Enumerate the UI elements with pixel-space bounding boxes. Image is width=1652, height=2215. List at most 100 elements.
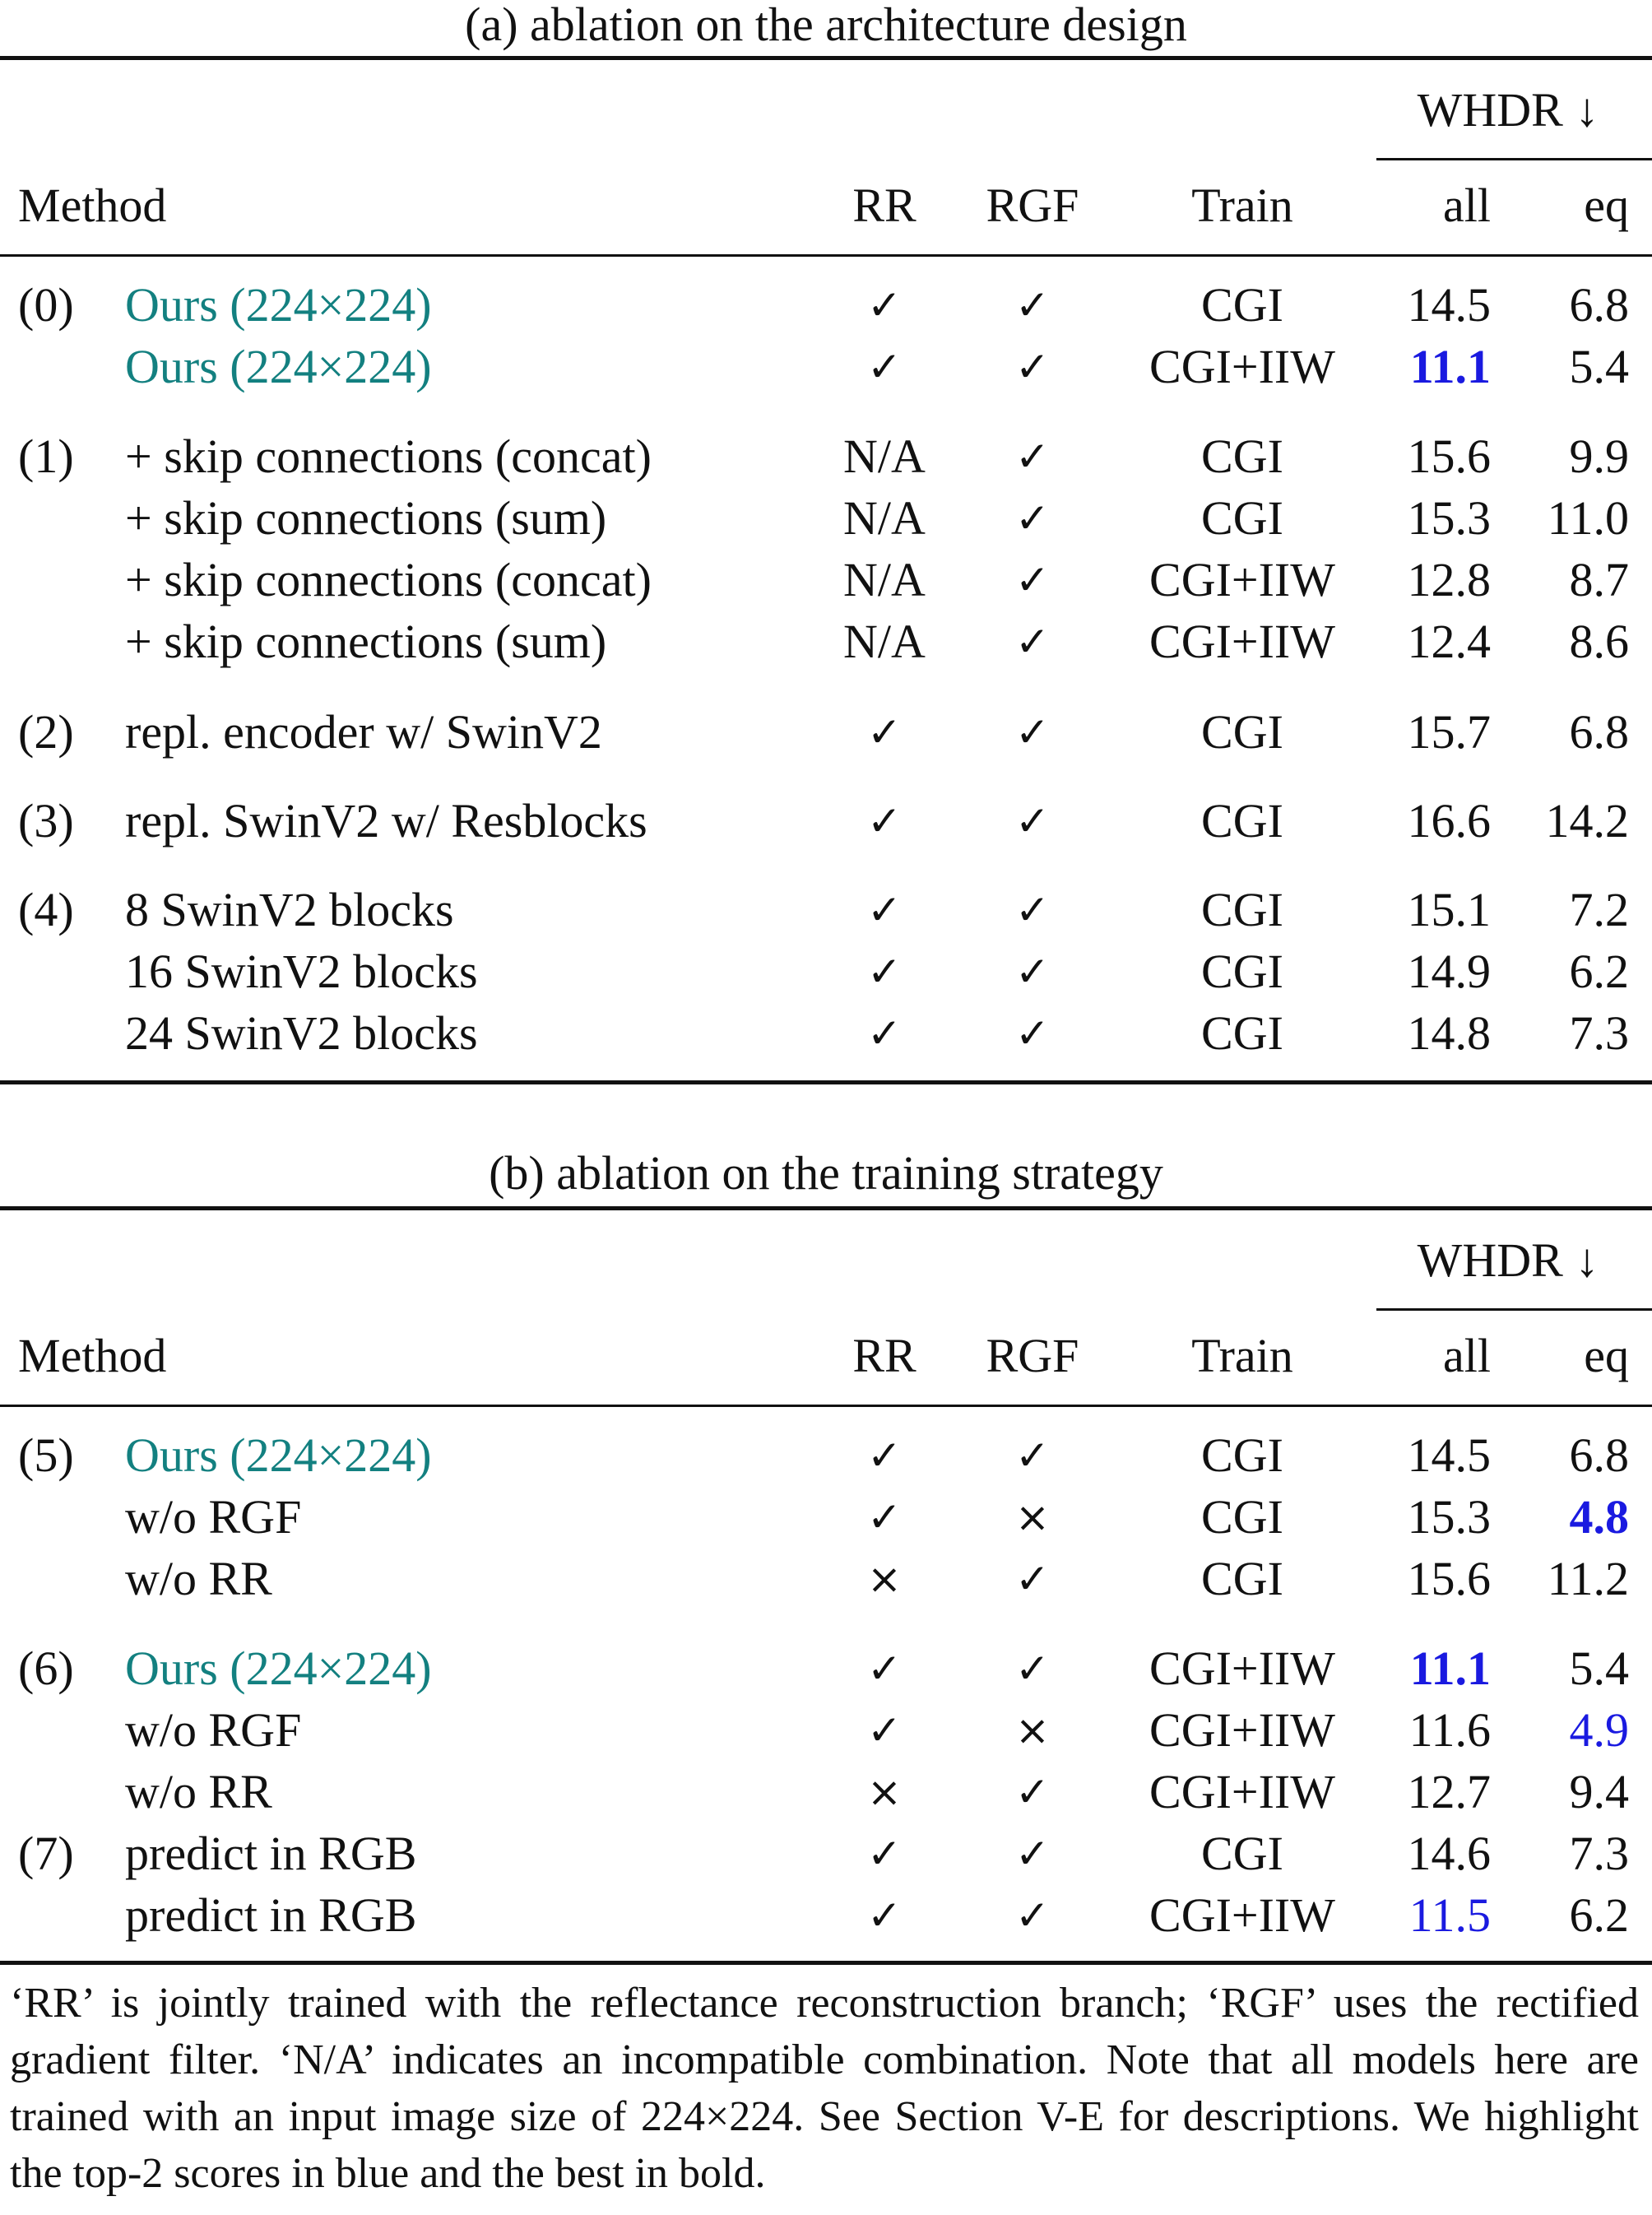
table-a-cell-rgf: ✓ <box>1015 708 1050 756</box>
table-a-cell-train: CGI+IIW <box>1149 340 1335 393</box>
table-b-cell-train: CGI <box>1201 1490 1283 1544</box>
table-a-cell-rgf: ✓ <box>1015 1010 1050 1057</box>
table-a-cell-eq: 6.2 <box>1569 945 1630 998</box>
table-b-cell-rgf: ✓ <box>1015 1892 1050 1939</box>
table-a-cell-eq: 8.6 <box>1569 615 1630 668</box>
table-a-method-header: Method <box>18 179 167 232</box>
table-b-cell-train: CGI+IIW <box>1149 1765 1335 1818</box>
table-b-header-rule <box>0 1405 1652 1407</box>
table-b-cell-rgf: ✓ <box>1015 1555 1050 1603</box>
table-b-rgf-header: RGF <box>986 1329 1079 1382</box>
table-a-cell-rr: ✓ <box>867 708 902 756</box>
table-a-cell-group: (0) <box>18 278 74 332</box>
table-a-cell-train: CGI <box>1201 491 1283 545</box>
table-b-cell-method: w/o RR <box>125 1765 272 1818</box>
table-a-rgf-header: RGF <box>986 179 1079 232</box>
table-a-cell-train: CGI <box>1201 705 1283 759</box>
table-a-cell-rgf: ✓ <box>1015 797 1050 845</box>
table-b-cell-all: 11.1 <box>1409 1642 1491 1695</box>
table-a-cell-all: 14.8 <box>1407 1006 1492 1060</box>
table-a-rr-header: RR <box>852 179 916 232</box>
table-b-cell-train: CGI+IIW <box>1149 1642 1335 1695</box>
table-a-cell-rgf: ✓ <box>1015 886 1050 934</box>
table-b-cell-rgf: × <box>1015 1707 1050 1754</box>
table-a-cell-rr: ✓ <box>867 281 902 329</box>
table-b-cell-train: CGI+IIW <box>1149 1888 1335 1942</box>
table-a-whdr-rule <box>1376 158 1652 160</box>
table-a-cell-train: CGI+IIW <box>1149 553 1335 606</box>
table-b-cell-rgf: ✓ <box>1015 1768 1050 1816</box>
table-a-cell-method: + skip connections (concat) <box>125 430 652 483</box>
table-a-cell-group: (2) <box>18 705 74 759</box>
table-b-cell-rr: ✓ <box>867 1493 902 1541</box>
table-a-cell-rr: ✓ <box>867 948 902 996</box>
table-b-cell-method: predict in RGB <box>125 1827 417 1880</box>
table-a-cell-method: Ours (224×224) <box>125 340 432 393</box>
table-b-rr-header: RR <box>852 1329 916 1382</box>
table-a-cell-train: CGI <box>1201 794 1283 847</box>
table-b-eq-header: eq <box>1584 1329 1629 1382</box>
table-a-cell-rgf: ✓ <box>1015 556 1050 604</box>
table-a-cell-eq: 14.2 <box>1545 794 1630 847</box>
table-b-cell-eq: 11.2 <box>1547 1552 1629 1605</box>
table-a-cell-rgf: ✓ <box>1015 495 1050 542</box>
table-a-cell-train: CGI <box>1201 883 1283 936</box>
table-a-cell-eq: 6.8 <box>1569 705 1630 759</box>
table-a-cell-all: 15.1 <box>1407 883 1492 936</box>
table-a-cell-rr: ✓ <box>867 1010 902 1057</box>
table-a-cell-train: CGI <box>1201 430 1283 483</box>
table-a-cell-all: 15.7 <box>1407 705 1492 759</box>
table-b-cell-eq: 4.9 <box>1569 1703 1630 1757</box>
table-b-cell-all: 12.7 <box>1407 1765 1492 1818</box>
table-a-cell-all: 15.3 <box>1407 491 1492 545</box>
table-a-cell-rgf: ✓ <box>1015 343 1050 391</box>
table-b-title: (b) ablation on the training strategy <box>489 1146 1163 1200</box>
table-a-cell-group: (4) <box>18 883 74 936</box>
table-a-cell-eq: 7.3 <box>1569 1006 1630 1060</box>
table-b-cell-eq: 6.2 <box>1569 1888 1630 1942</box>
table-b-method-header: Method <box>18 1329 167 1382</box>
table-a-bottom-rule <box>0 1080 1652 1084</box>
table-b-cell-all: 14.5 <box>1407 1428 1492 1482</box>
table-a-cell-rr: N/A <box>843 491 926 545</box>
table-b-top-rule <box>0 1206 1652 1210</box>
table-a-cell-method: + skip connections (sum) <box>125 615 607 668</box>
table-b-cell-method: predict in RGB <box>125 1888 417 1942</box>
table-a-cell-all: 14.5 <box>1407 278 1492 332</box>
table-a-cell-rgf: ✓ <box>1015 948 1050 996</box>
table-b-cell-method: Ours (224×224) <box>125 1642 432 1695</box>
table-a-cell-train: CGI <box>1201 945 1283 998</box>
table-b-train-header: Train <box>1191 1329 1293 1382</box>
table-a-cell-all: 12.4 <box>1407 615 1492 668</box>
table-b-cell-method: w/o RGF <box>125 1490 302 1544</box>
table-a-cell-rr: ✓ <box>867 886 902 934</box>
table-a-train-header: Train <box>1191 179 1293 232</box>
table-b-cell-train: CGI+IIW <box>1149 1703 1335 1757</box>
table-a-cell-eq: 8.7 <box>1569 553 1630 606</box>
table-b-cell-rr: × <box>867 1555 902 1603</box>
table-b-bottom-rule <box>0 1961 1652 1965</box>
table-b-cell-train: CGI <box>1201 1827 1283 1880</box>
table-b-cell-all: 14.6 <box>1407 1827 1492 1880</box>
table-b-whdr-rule <box>1376 1308 1652 1311</box>
table-a-cell-method: 24 SwinV2 blocks <box>125 1006 478 1060</box>
table-b-cell-train: CGI <box>1201 1428 1283 1482</box>
table-a-cell-group: (3) <box>18 794 74 847</box>
table-b-cell-method: Ours (224×224) <box>125 1428 432 1482</box>
table-b-cell-all: 15.3 <box>1407 1490 1492 1544</box>
table-b-cell-all: 11.5 <box>1408 1888 1491 1942</box>
table-b-cell-eq: 6.8 <box>1569 1428 1630 1482</box>
table-b-cell-rr: ✓ <box>867 1892 902 1939</box>
table-a-cell-eq: 9.9 <box>1569 430 1630 483</box>
table-b-cell-all: 11.6 <box>1408 1703 1491 1757</box>
table-a-cell-all: 16.6 <box>1407 794 1492 847</box>
table-b-cell-eq: 7.3 <box>1569 1827 1630 1880</box>
table-b-whdr-header: WHDR ↓ <box>1417 1233 1599 1287</box>
table-a-cell-all: 12.8 <box>1407 553 1492 606</box>
table-b-cell-all: 15.6 <box>1407 1552 1492 1605</box>
table-a-cell-rgf: ✓ <box>1015 433 1050 481</box>
table-a-cell-all: 14.9 <box>1407 945 1492 998</box>
table-a-top-rule <box>0 56 1652 60</box>
table-b-cell-group: (5) <box>18 1428 74 1482</box>
table-a-cell-eq: 6.8 <box>1569 278 1630 332</box>
